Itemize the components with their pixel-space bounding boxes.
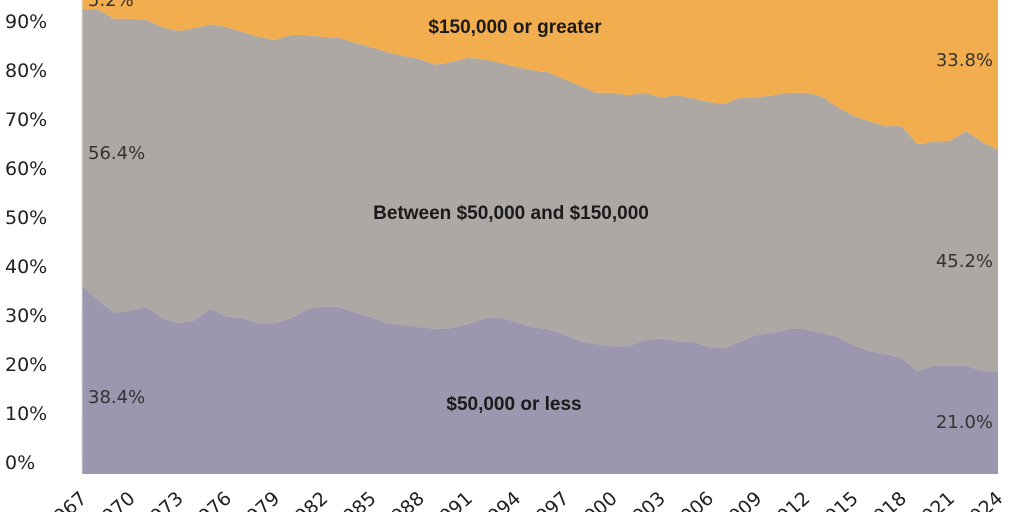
x-tick-label: 1997 [523, 487, 574, 512]
series-label-under-50k: $50,000 or less [446, 394, 581, 415]
area-over-150k [82, 0, 998, 150]
x-tick-label: 1994 [475, 487, 526, 512]
x-tick-label: 1985 [330, 487, 381, 512]
x-tick-label: 2024 [957, 487, 1008, 512]
x-tick-label: 1988 [378, 487, 429, 512]
x-tick-label: 1991 [426, 487, 477, 512]
x-tick-label: 2015 [812, 487, 863, 512]
y-tick-label: 80% [5, 60, 47, 82]
x-tick-label: 1976 [185, 487, 236, 512]
y-tick-label: 30% [5, 305, 47, 327]
end-value-under-50k: 21.0% [936, 412, 993, 433]
x-tick-label: 2012 [764, 487, 815, 512]
y-tick-label: 70% [5, 109, 47, 131]
y-tick-label: 10% [5, 403, 47, 425]
x-tick-label: 2003 [619, 487, 670, 512]
x-tick-label: 2009 [716, 487, 767, 512]
x-axis-ticks: 1967197019731976197919821985198819911994… [41, 487, 1008, 512]
x-tick-label: 1967 [41, 487, 92, 512]
area-50k-150k [82, 9, 998, 372]
y-tick-label: 60% [5, 158, 47, 180]
x-tick-label: 1973 [137, 487, 188, 512]
start-value-over-150k: 5.2% [88, 0, 134, 11]
series-label-over-150k: $150,000 or greater [428, 17, 602, 38]
y-tick-label: 50% [5, 207, 47, 229]
x-tick-label: 2000 [571, 487, 622, 512]
y-axis-ticks: 0% 10% 20% 30% 40% 50% 60% 70% 80% 90% [5, 11, 47, 474]
area-layer [82, 0, 998, 474]
end-value-over-150k: 33.8% [936, 50, 993, 71]
x-tick-label: 1982 [282, 487, 333, 512]
x-tick-label: 1979 [234, 487, 285, 512]
series-label-50k-150k: Between $50,000 and $150,000 [373, 203, 649, 224]
x-tick-label: 2006 [667, 487, 718, 512]
y-tick-label: 0% [5, 452, 35, 474]
x-tick-label: 2018 [860, 487, 911, 512]
y-tick-label: 40% [5, 256, 47, 278]
start-value-50k-150k: 56.4% [88, 143, 145, 164]
start-value-under-50k: 38.4% [88, 387, 145, 408]
x-tick-label: 2021 [908, 487, 959, 512]
area-under-50k [82, 285, 998, 474]
y-tick-label: 90% [5, 11, 47, 33]
x-tick-label: 1970 [89, 487, 140, 512]
end-value-50k-150k: 45.2% [936, 251, 993, 272]
y-tick-label: 20% [5, 354, 47, 376]
